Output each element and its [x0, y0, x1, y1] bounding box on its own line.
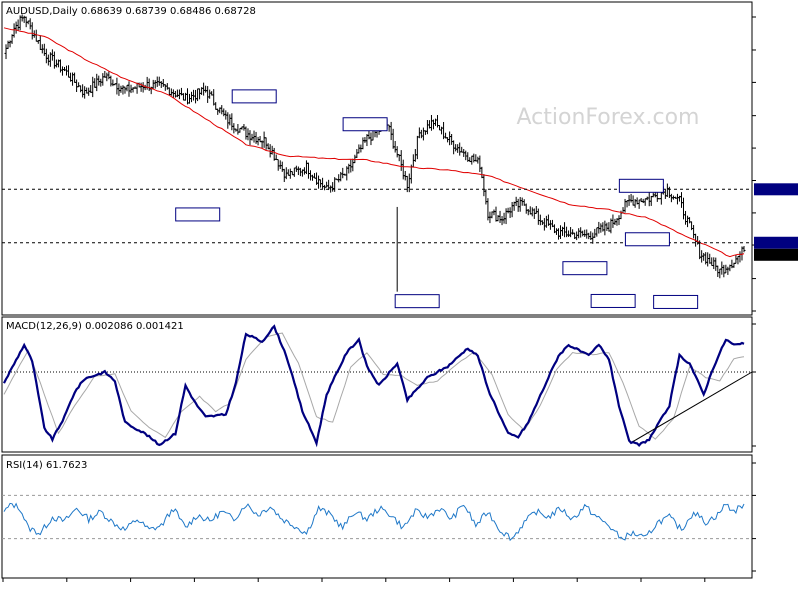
price-plot — [2, 14, 752, 309]
macd-signal-line — [3, 332, 745, 440]
rsi-line — [3, 502, 745, 542]
moving-average-line — [3, 27, 745, 258]
price-panel-title: AUDUSD,Daily 0.68639 0.68739 0.68486 0.6… — [6, 6, 256, 17]
price-annotation-box — [394, 294, 440, 309]
price-annotation-box — [342, 117, 388, 132]
axes — [2, 16, 798, 582]
price-annotation-box — [624, 232, 670, 247]
price-annotation-box — [175, 207, 221, 222]
rsi-plot — [2, 494, 752, 542]
macd-trendline — [632, 371, 753, 442]
hline-label-bg — [754, 236, 798, 249]
watermark-text: ActionForex.com — [517, 105, 700, 130]
macd-plot — [2, 324, 753, 448]
price-annotation-box — [653, 294, 699, 309]
price-annotation-box — [562, 261, 608, 276]
price-annotation-box — [231, 89, 277, 104]
macd-line — [3, 324, 745, 448]
hline-label-bg — [754, 183, 798, 196]
price-annotation-box — [590, 293, 636, 308]
rsi-panel-title: RSI(14) 61.7623 — [6, 460, 87, 471]
rsi-panel-frame — [1, 454, 753, 579]
price-annotation-box — [618, 178, 664, 193]
macd-panel-title: MACD(12,26,9) 0.002086 0.001421 — [6, 321, 184, 332]
price-panel-frame — [1, 1, 753, 316]
current-price-bg — [754, 248, 798, 261]
macd-panel-frame — [1, 316, 753, 453]
